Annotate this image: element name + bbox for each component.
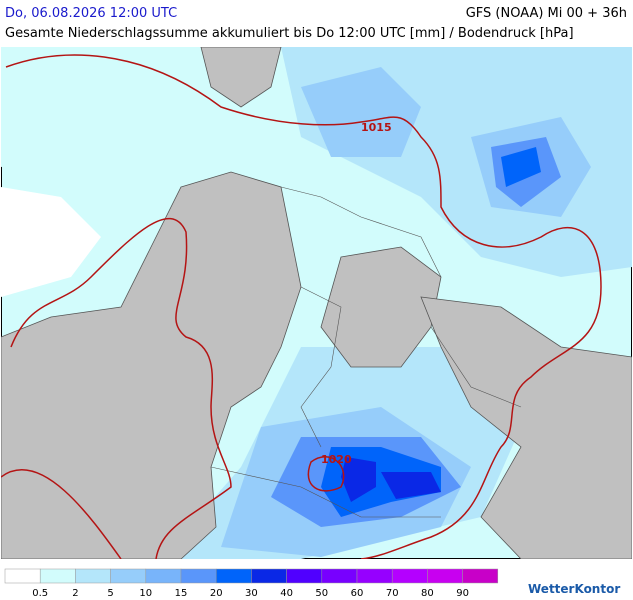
datetime: Do, 06.08.2026 12:00 UTC — [5, 6, 178, 21]
legend-label: 80 — [421, 588, 434, 599]
legend-swatch — [391, 568, 428, 584]
borders — [210, 186, 522, 518]
isobar-label: 1020 — [321, 453, 352, 466]
legend-swatch — [180, 568, 217, 584]
isobar-label: 1015 — [361, 121, 392, 134]
legend-swatch — [286, 568, 323, 584]
legend-label: 2 — [72, 588, 78, 599]
legend-swatch — [4, 568, 41, 584]
legend: WetterKontor 0.5 2 5 10 15 20 30 40 50 60 70 80 90 — [4, 568, 620, 599]
legend-label: 20 — [210, 588, 223, 599]
legend-swatch — [145, 568, 182, 584]
legend-label: 50 — [315, 588, 328, 599]
logo: WetterKontor — [528, 582, 620, 596]
legend-swatch — [427, 568, 463, 584]
legend-swatch — [110, 568, 147, 584]
model-run: GFS (NOAA) Mi 00 + 36h — [465, 6, 627, 21]
legend-label: 30 — [245, 588, 258, 599]
legend-label: 10 — [139, 588, 152, 599]
legend-swatch — [39, 568, 76, 584]
legend-label: 90 — [456, 588, 469, 599]
subtitle: Gesamte Niederschlagssumme akkumuliert b… — [5, 26, 574, 41]
legend-label: 5 — [107, 588, 113, 599]
legend-swatch — [75, 568, 111, 584]
legend-label: 60 — [351, 588, 364, 599]
precip-areas — [1, 47, 632, 559]
isobars — [1, 54, 602, 559]
legend-swatch — [356, 568, 393, 584]
legend-swatch — [251, 568, 287, 584]
legend-swatch — [215, 568, 252, 584]
land — [1, 47, 632, 559]
legend-label: 40 — [280, 588, 293, 599]
legend-swatch — [321, 568, 358, 584]
legend-label: 15 — [175, 588, 188, 599]
legend-label: 0.5 — [32, 588, 48, 599]
legend-label: 70 — [386, 588, 399, 599]
legend-swatch — [462, 568, 499, 584]
map: 1015 1020 — [1, 47, 632, 559]
